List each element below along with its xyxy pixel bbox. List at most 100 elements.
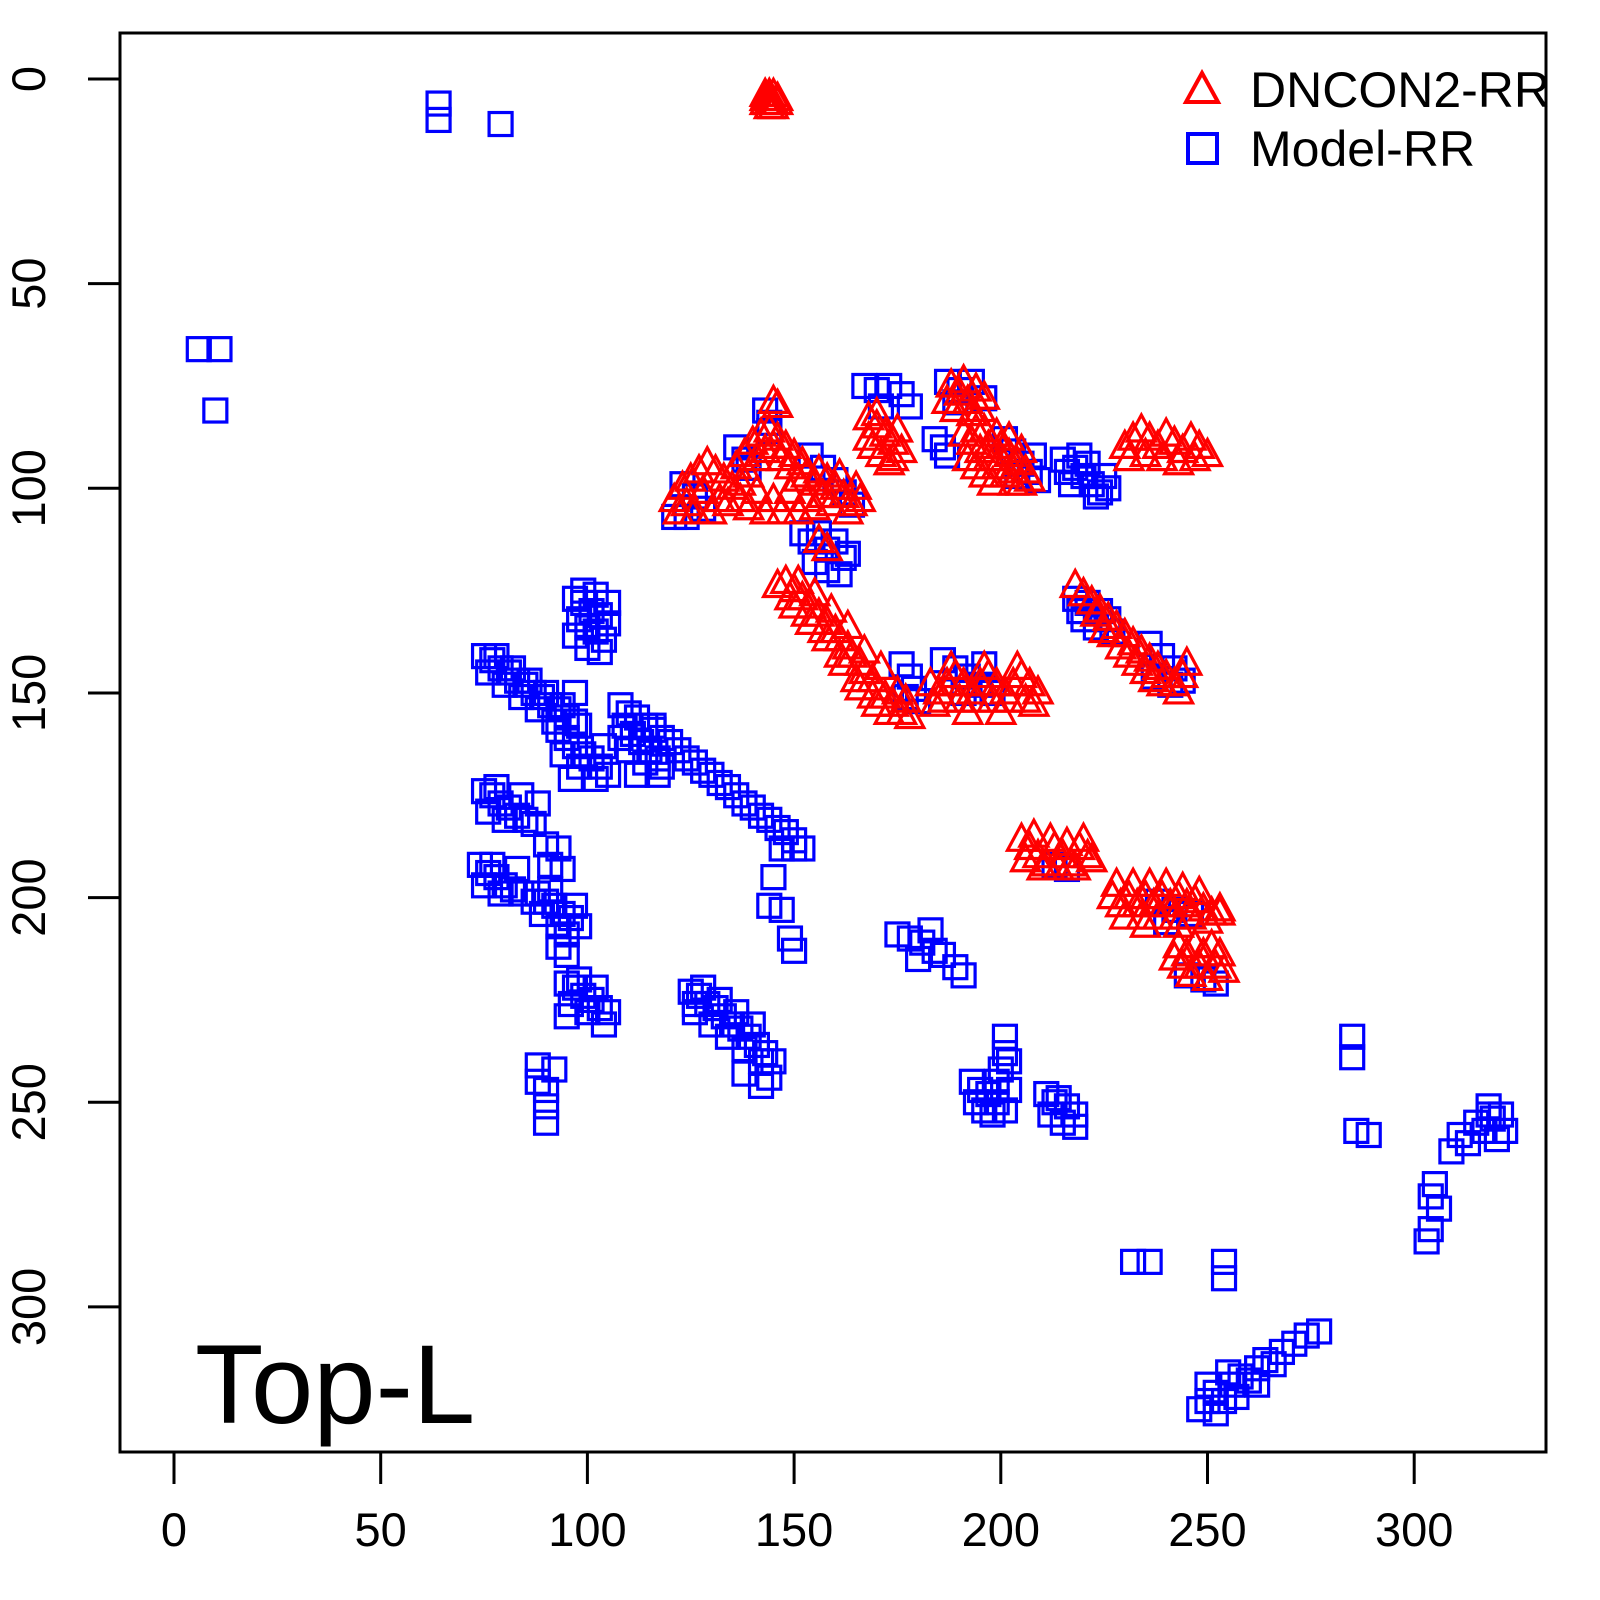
plot-annotation: Top-L [195, 1322, 475, 1447]
dncon2-rr-point [760, 567, 795, 599]
model-rr-point [971, 1097, 998, 1124]
dncon2-rr-point [1166, 870, 1200, 902]
model-rr-point [561, 892, 589, 919]
model-rr-point [1119, 1248, 1147, 1275]
model-rr-point [1210, 1265, 1238, 1292]
dncon2-rr-point [740, 473, 774, 504]
dncon2-rr-point [1128, 436, 1163, 468]
dncon2-rr-point [674, 460, 708, 492]
dncon2-rr-point [773, 473, 807, 504]
model-rr-point [594, 589, 622, 617]
dncon2-rr-point [694, 493, 729, 525]
dncon2-rr-point [1066, 820, 1101, 852]
dncon2-rr-point [1008, 841, 1043, 873]
model-rr-point [929, 434, 957, 461]
dncon2-rr-point [917, 685, 952, 717]
dncon2-rr-point [1008, 681, 1043, 713]
model-rr-point [520, 888, 547, 915]
dncon2-rr-point [847, 632, 882, 664]
dncon2-rr-point [723, 464, 758, 496]
model-rr-point [1194, 1371, 1221, 1398]
model-rr-point [991, 1023, 1019, 1050]
dncon2-rr-point [1075, 841, 1109, 873]
dncon2-rr-point [831, 608, 865, 640]
model-rr-point [826, 561, 853, 588]
dncon2-rr-point [765, 440, 799, 472]
model-rr-point [1306, 1318, 1333, 1345]
model-rr-point [917, 917, 944, 944]
dncon2-rr-point [1145, 440, 1179, 472]
dncon2-rr-point [1190, 960, 1225, 992]
dncon2-rr-point [760, 387, 795, 419]
model-rr-point [950, 962, 977, 989]
model-rr-point [504, 855, 531, 883]
dncon2-rr-point [1190, 902, 1225, 934]
model-rr-point [623, 761, 651, 788]
model-rr-point [681, 990, 708, 1018]
dncon2-rr-point [1182, 874, 1216, 906]
model-rr-point [508, 782, 535, 809]
dncon2-rr-point [839, 468, 873, 500]
model-rr-point [656, 728, 684, 756]
model-rr-point [942, 954, 969, 981]
dncon2-rr-point [1153, 886, 1187, 918]
model-rr-point [1202, 1400, 1229, 1427]
dncon2-rr-point [810, 620, 844, 652]
model-rr-point [487, 110, 514, 138]
dncon2-rr-point [1120, 886, 1154, 918]
dncon2-rr-point [946, 362, 981, 394]
x-tick-label: 100 [548, 1503, 626, 1556]
legend-square-icon [1186, 132, 1219, 165]
dncon2-rr-point [984, 694, 1018, 726]
dncon2-rr-point [843, 669, 877, 701]
dncon2-rr-point [930, 382, 964, 414]
dncon2-rr-point [971, 427, 1006, 459]
dncon2-rr-point [938, 391, 973, 423]
dncon2-rr-point [678, 493, 712, 525]
dncon2-rr-point [1174, 898, 1208, 930]
model-rr-point [1210, 1248, 1238, 1275]
model-rr-point [545, 835, 572, 862]
y-tick-label: 50 [2, 258, 55, 310]
x-tick-label: 300 [1375, 1503, 1453, 1556]
dncon2-rr-point [1087, 612, 1121, 644]
dncon2-rr-point [798, 575, 832, 607]
model-rr-point [487, 880, 514, 907]
legend-triangle-icon [1182, 68, 1222, 104]
model-rr-point [1339, 1044, 1366, 1071]
dncon2-rr-point [984, 440, 1018, 472]
y-tick-label: 200 [2, 858, 55, 936]
dncon2-rr-point [1108, 898, 1142, 930]
dncon2-rr-point [1025, 849, 1059, 881]
model-rr-point [1041, 1089, 1068, 1116]
dncon2-rr-point [1066, 575, 1101, 607]
dncon2-rr-point [860, 395, 894, 427]
dncon2-rr-point [926, 681, 960, 713]
axis-ticks: 0 50 100 150 200 250 300 0 50 100 150 200 250 300 [2, 66, 1453, 1556]
dncon2-rr-point [777, 587, 811, 619]
dncon2-rr-point [1128, 653, 1163, 685]
dncon2-rr-point [810, 530, 844, 562]
dncon2-rr-point [992, 419, 1026, 451]
dncon2-rr-point [1021, 673, 1055, 705]
model-rr-point [739, 1011, 766, 1038]
model-rr-point [586, 638, 613, 666]
dncon2-rr-point [1099, 865, 1134, 897]
dncon2-rr-point [864, 649, 898, 680]
dncon2-rr-point [1137, 661, 1171, 693]
dncon2-rr-point [1161, 673, 1196, 705]
model-rr-point [1053, 458, 1081, 486]
dncon2-rr-point [752, 75, 786, 107]
model-rr-point [566, 966, 593, 993]
model-rr-point [768, 896, 795, 923]
dncon2-rr-point [1112, 636, 1146, 668]
dncon2-rr-point [1141, 898, 1175, 930]
dncon2-rr-point [1186, 935, 1221, 967]
dncon2-rr-point [967, 378, 1001, 410]
y-tick-label: 300 [2, 1268, 55, 1346]
x-tick-label: 150 [755, 1503, 833, 1556]
model-rr-point [896, 393, 923, 420]
model-rr-point [756, 1064, 783, 1091]
dncon2-rr-point [756, 382, 791, 414]
